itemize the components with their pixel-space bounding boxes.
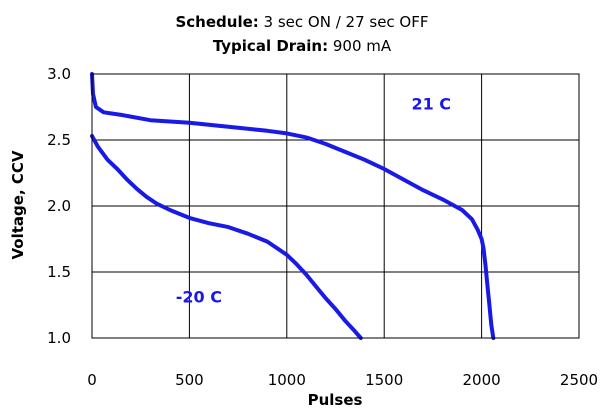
x-tick-label: 1500 <box>365 371 403 389</box>
y-axis-title: Voltage, CCV <box>9 150 27 259</box>
x-axis-title: Pulses <box>308 391 363 409</box>
title-line-2-rest: 900 mA <box>328 37 392 55</box>
ticks: 1.0 1.5 2.0 2.5 3.0 0 500 1000 1500 2000 2500 <box>47 65 598 389</box>
x-tick-label: 2000 <box>463 371 501 389</box>
series-line-1 <box>90 72 496 340</box>
title-line-1-rest: 3 sec ON / 27 sec OFF <box>259 13 429 31</box>
y-tick-label: 2.0 <box>47 197 71 215</box>
series-line-2 <box>90 134 363 340</box>
title-line-2-bold: Typical Drain: <box>213 37 328 55</box>
y-tick-label: 1.0 <box>47 329 71 347</box>
chart-title: Schedule: 3 sec ON / 27 sec OFF Typical … <box>175 13 428 55</box>
x-tick-label: 1000 <box>268 371 306 389</box>
title-line-1: Schedule: 3 sec ON / 27 sec OFF <box>175 13 428 31</box>
y-tick-label: 1.5 <box>47 263 71 281</box>
title-line-1-bold: Schedule: <box>175 13 258 31</box>
series-label-2: -20 C <box>176 287 222 306</box>
annotations: 21 C -20 C <box>176 95 451 307</box>
series-label-1: 21 C <box>411 95 451 114</box>
x-tick-label: 0 <box>87 371 97 389</box>
x-tick-label: 2500 <box>560 371 598 389</box>
series <box>90 72 496 340</box>
x-tick-label: 500 <box>175 371 204 389</box>
title-line-2: Typical Drain: 900 mA <box>213 37 392 55</box>
y-tick-label: 3.0 <box>47 65 71 83</box>
y-tick-label: 2.5 <box>47 131 71 149</box>
plot-frame <box>91 73 580 339</box>
